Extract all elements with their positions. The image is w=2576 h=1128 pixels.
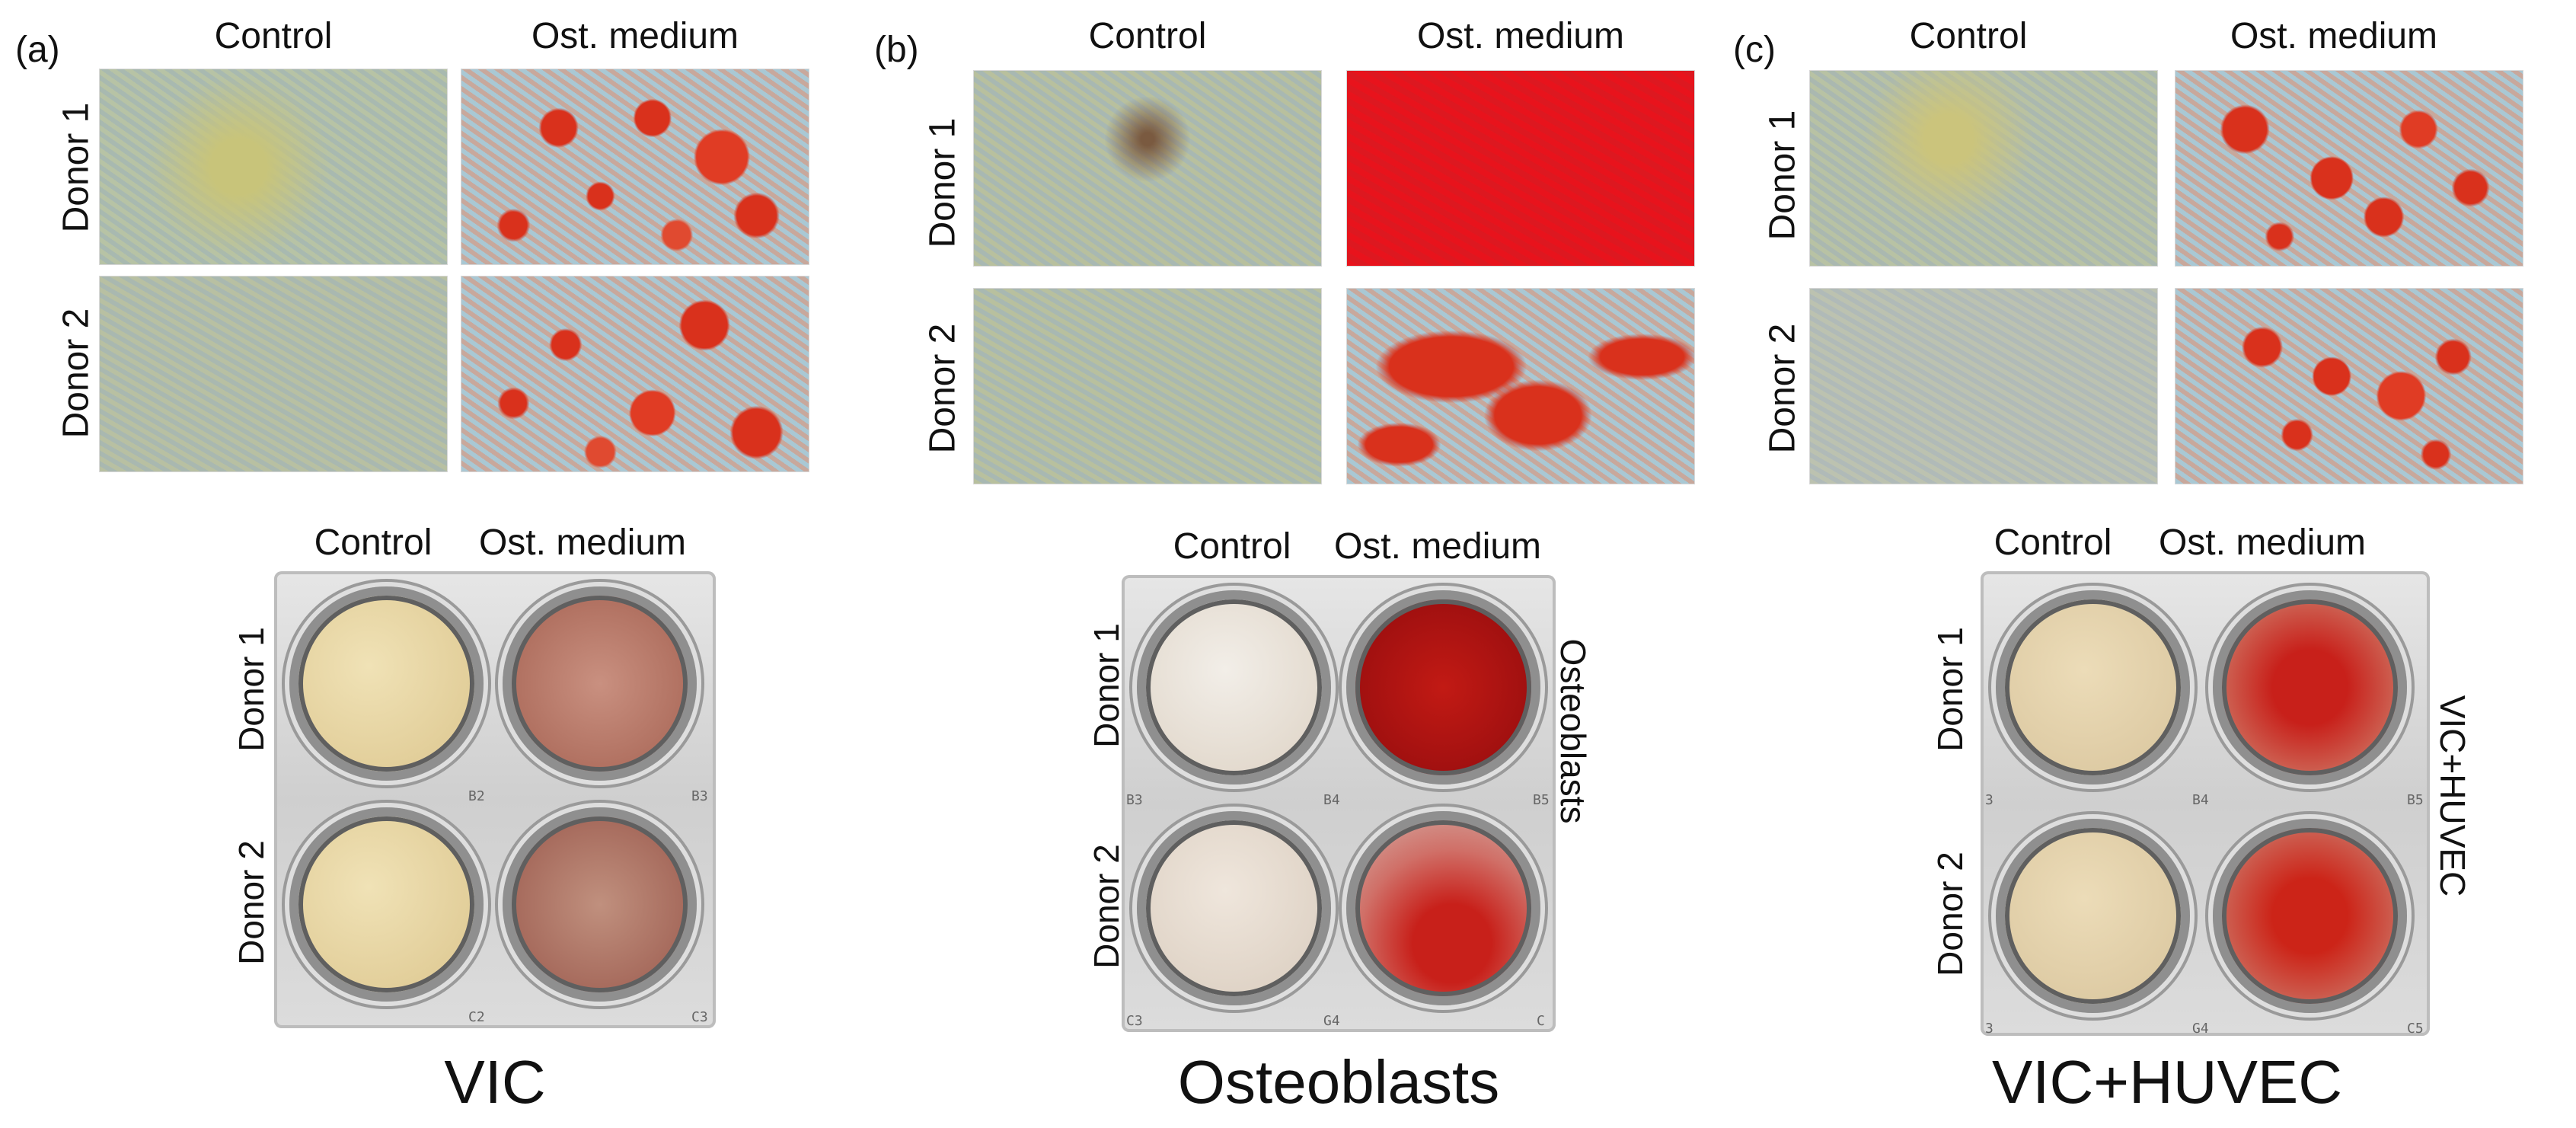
well-code: B5 xyxy=(1533,792,1550,808)
micrograph-ost-donor2 xyxy=(2175,288,2523,484)
well-ost-donor1 xyxy=(2213,590,2407,784)
well-control-donor2 xyxy=(1996,819,2190,1013)
plate-row-donor-2: Donor 2 xyxy=(231,840,271,965)
panel-c: (c) Control Ost. medium Donor 1 Donor 2 … xyxy=(1718,0,2576,1128)
panel-b: (b) Control Ost. medium Donor 1 Donor 2 … xyxy=(859,0,1718,1128)
micrograph-ost-donor1 xyxy=(2175,70,2523,267)
panel-label: (a) xyxy=(15,30,60,70)
micrograph-control-donor2 xyxy=(99,276,448,472)
plate-header-ost-medium: Ost. medium xyxy=(478,522,687,563)
well-control-donor1 xyxy=(289,586,484,781)
panel-caption: VIC+HUVEC xyxy=(1991,1048,2343,1116)
micrograph-control-donor1 xyxy=(1809,70,2158,267)
well-code: B4 xyxy=(1323,792,1340,808)
well-code: G4 xyxy=(2192,1021,2209,1037)
well-ost-donor2 xyxy=(503,807,697,1002)
panel-label: (c) xyxy=(1733,30,1776,70)
row-label-donor-1: Donor 1 xyxy=(1762,110,1803,241)
well-code: B5 xyxy=(2407,792,2424,808)
well-code: G4 xyxy=(1323,1013,1340,1029)
row-label-donor-1: Donor 1 xyxy=(922,117,963,248)
micrograph-control-donor1 xyxy=(973,70,1322,267)
well-code: C xyxy=(1537,1013,1545,1029)
well-plate: B2 B3 C2 C3 xyxy=(274,571,716,1028)
well-ost-donor1 xyxy=(503,586,697,781)
well-ost-donor2 xyxy=(1346,811,1540,1005)
row-label-donor-2: Donor 2 xyxy=(1762,323,1803,454)
well-control-donor2 xyxy=(1137,811,1331,1005)
well-code: C2 xyxy=(468,1009,485,1025)
micrograph-header-ost-medium: Ost. medium xyxy=(2230,16,2438,56)
micrograph-ost-donor2 xyxy=(461,276,809,472)
well-code: B3 xyxy=(1126,792,1143,808)
micrograph-control-donor2 xyxy=(973,288,1322,484)
well-code: 3 xyxy=(1985,792,1993,808)
plate-header-control: Control xyxy=(1993,522,2112,563)
panel-caption: VIC xyxy=(444,1048,546,1116)
micrograph-ost-donor2 xyxy=(1346,288,1695,484)
well-control-donor1 xyxy=(1996,590,2190,784)
panel-a: (a) Control Ost. medium Donor 1 Donor 2 … xyxy=(0,0,859,1128)
row-label-donor-1: Donor 1 xyxy=(56,102,97,233)
well-code: C3 xyxy=(1126,1013,1143,1029)
plate-header-control: Control xyxy=(314,522,433,563)
plate-row-donor-1: Donor 1 xyxy=(1087,623,1126,748)
well-code: C3 xyxy=(691,1009,708,1025)
panel-label: (b) xyxy=(874,30,919,70)
plate-header-ost-medium: Ost. medium xyxy=(2158,522,2367,563)
row-label-donor-2: Donor 2 xyxy=(56,308,97,439)
well-code: B2 xyxy=(468,788,485,804)
micrograph-control-donor1 xyxy=(99,69,448,265)
micrograph-ost-donor1 xyxy=(1346,70,1695,267)
plate-row-donor-1: Donor 1 xyxy=(231,627,271,752)
micrograph-header-control: Control xyxy=(1909,16,2028,56)
plate-header-ost-medium: Ost. medium xyxy=(1333,526,1542,567)
well-ost-donor2 xyxy=(2213,819,2407,1013)
well-control-donor1 xyxy=(1137,590,1331,784)
well-plate: 3 B4 B5 3 G4 C5 xyxy=(1981,571,2430,1037)
well-code: B4 xyxy=(2192,792,2209,808)
panel-caption: Osteoblasts xyxy=(1177,1048,1500,1116)
micrograph-header-ost-medium: Ost. medium xyxy=(1416,16,1625,56)
well-control-donor2 xyxy=(289,807,484,1002)
well-code: B3 xyxy=(691,788,708,804)
micrograph-control-donor2 xyxy=(1809,288,2158,484)
side-label: Osteoblasts xyxy=(1553,638,1593,824)
plate-row-donor-2: Donor 2 xyxy=(1087,844,1126,969)
side-label: VIC+HUVEC xyxy=(2433,695,2472,897)
well-plate: B3 B4 B5 C3 G4 C xyxy=(1122,575,1556,1032)
micrograph-header-control: Control xyxy=(214,16,333,56)
row-label-donor-2: Donor 2 xyxy=(922,323,963,454)
micrograph-ost-donor1 xyxy=(461,69,809,265)
plate-row-donor-1: Donor 1 xyxy=(1930,627,1970,752)
well-ost-donor1 xyxy=(1346,590,1540,784)
well-code: 3 xyxy=(1985,1021,1993,1037)
well-code: C5 xyxy=(2407,1021,2424,1037)
plate-header-control: Control xyxy=(1173,526,1291,567)
plate-row-donor-2: Donor 2 xyxy=(1930,852,1970,976)
micrograph-header-control: Control xyxy=(1088,16,1207,56)
micrograph-header-ost-medium: Ost. medium xyxy=(531,16,739,56)
